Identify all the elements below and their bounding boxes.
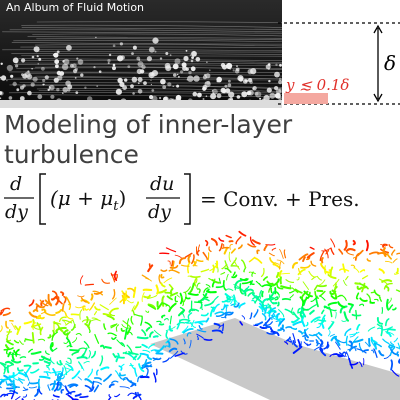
inner-layer-label: y ≲ 0.1δ (285, 76, 349, 94)
title-line-1: Modeling of inner-layer (4, 110, 293, 139)
eq-d-numerator: d (10, 173, 22, 195)
delta-label: δ (384, 51, 396, 75)
eq-d-denominator: dy (5, 201, 28, 223)
eq-viscosity-term: (μ + μt) (50, 186, 126, 214)
momentum-equation: d dy (μ + μt) du dy = Conv. + Pres. (4, 173, 360, 225)
photo-caption: An Album of Fluid Motion (6, 1, 145, 14)
title-line-2: turbulence (4, 140, 139, 169)
boundary-layer-photo (0, 0, 282, 108)
eq-right-hand-side: = Conv. + Pres. (200, 187, 360, 211)
eq-du-numerator: du (150, 173, 174, 195)
eq-du-denominator: dy (148, 201, 171, 223)
turbulent-flow-over-bump-render (0, 230, 400, 400)
inner-layer-band (284, 93, 328, 104)
page-title: Modeling of inner-layer turbulence (4, 110, 396, 170)
boundary-layer-thickness-annotation: δ y ≲ 0.1δ (278, 22, 400, 105)
